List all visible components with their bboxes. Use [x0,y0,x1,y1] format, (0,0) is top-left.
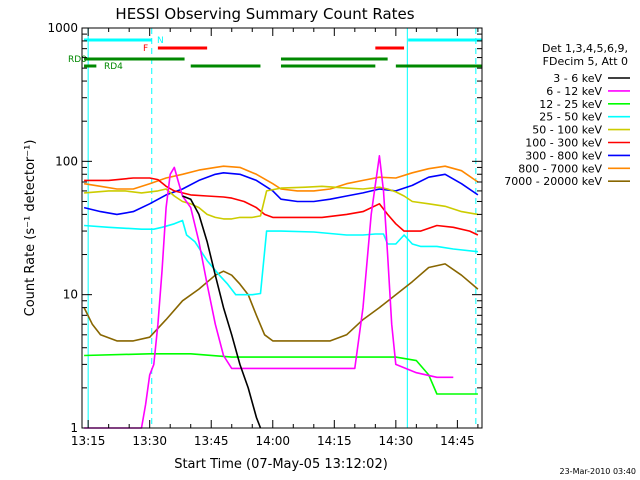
legend-header-1: Det 1,3,4,5,6,9, [542,42,628,55]
series-line-12-25-kevkev [84,353,478,395]
legend-entry-label: 7000 - 20000 keV [504,175,602,188]
y-tick-label: 1 [70,421,78,435]
series-line-3-6-kevkev [182,195,262,429]
legend-entry-label: 100 - 300 keV [525,137,602,150]
x-tick-label: 14:00 [255,434,290,448]
flag-bars: NF RD0 RD4 [68,36,482,72]
x-tick-label: 13:45 [194,434,229,448]
axes: 13:15 13:30 13:45 14:00 14:15 14:30 14:45 1 10 10… [47,21,482,448]
flag-label-rd0: RD0 [68,55,87,65]
y-axis-label: Count Rate (s⁻¹ detector⁻¹) [23,140,38,317]
x-axis-label: Start Time (07-May-05 13:12:02) [174,457,388,472]
x-tick-label: 13:30 [132,434,167,448]
chart-title: HESSI Observing Summary Count Rates [115,5,414,23]
plot-area [83,28,479,429]
legend-entry-label: 25 - 50 keV [539,111,602,124]
y-tick-label: 100 [55,154,78,168]
series-line-800-7000-kevkev [83,165,479,192]
flag-label-rd4: RD4 [104,62,123,72]
y-tick-label: 1000 [47,21,78,35]
x-tick-label: 13:15 [71,434,106,448]
series-line-50-100-kevkev [84,185,479,220]
x-tick-label: 14:45 [440,434,475,448]
x-tick-label: 14:30 [379,434,414,448]
legend-entry-label: 300 - 800 keV [525,149,602,162]
series-line-300-800-kevkev [83,172,479,216]
x-tick-label: 14:15 [317,434,352,448]
legend-entry-label: 3 - 6 keV [553,72,602,85]
flag-label-n: N [157,36,164,46]
legend-header-2: FDecim 5, Att 0 [543,55,628,68]
legend-entry-label: 50 - 100 keV [532,124,602,137]
plot-frame [81,27,483,429]
legend-entry-label: 12 - 25 keV [539,98,602,111]
legend-entry-label: 800 - 7000 keV [518,162,602,175]
series-line-100-300-kevkev [84,177,479,236]
footer-timestamp: 23-Mar-2010 03:40 [560,467,637,476]
series-line-7000-20000-kevkev [83,263,479,342]
flag-label-f: F [143,44,148,54]
series-line-6-12-kevkev [84,155,454,429]
series-line-25-50-kevkev [84,219,478,296]
y-tick-label: 10 [63,288,78,302]
legend-entry-label: 6 - 12 keV [546,85,602,98]
